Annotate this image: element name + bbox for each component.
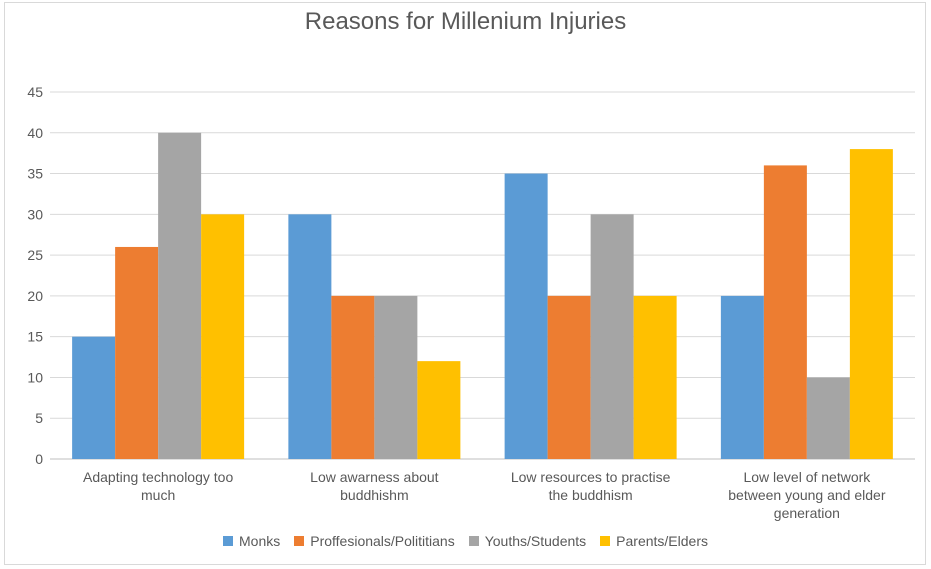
bar [633, 295, 677, 459]
legend-item: Parents/Elders [600, 533, 708, 549]
bar [417, 361, 461, 459]
legend-label: Parents/Elders [616, 533, 708, 549]
y-tick-label: 40 [27, 125, 43, 141]
y-tick-label: 0 [35, 451, 43, 467]
bar [849, 149, 893, 460]
category-label: the buddhism [549, 487, 633, 503]
legend-swatch [468, 536, 479, 546]
legend-item: Monks [223, 533, 280, 549]
bar [720, 295, 764, 459]
y-tick-label: 15 [27, 329, 43, 345]
legend-item: Youths/Students [468, 533, 587, 549]
category-label: Low level of network [743, 469, 871, 485]
legend-label: Monks [239, 533, 281, 549]
y-tick-label: 20 [27, 288, 43, 304]
category-label: Low resources to practise [511, 469, 671, 485]
bar [590, 214, 634, 459]
category-label: Low awarness about [310, 469, 439, 485]
bar [806, 377, 850, 459]
chart-title: Reasons for Millenium Injuries [304, 8, 627, 35]
category-label: buddhishm [340, 487, 409, 503]
bar [331, 295, 375, 459]
y-tick-label: 5 [35, 410, 43, 426]
legend-item: Proffesionals/Polititians [294, 533, 455, 549]
legend-swatch [600, 536, 611, 546]
bar [288, 214, 332, 459]
y-tick-label: 45 [27, 84, 43, 100]
bar [547, 295, 591, 459]
legend-swatch [223, 536, 233, 546]
category-label: Adapting technology too [83, 469, 233, 485]
legend-label: Youths/Students [484, 533, 587, 549]
y-tick-label: 35 [27, 166, 43, 182]
y-tick-label: 10 [27, 369, 43, 385]
category-label: generation [774, 505, 840, 521]
category-label: between young and elder [728, 487, 886, 503]
bar [504, 173, 548, 460]
bar [115, 246, 159, 459]
bar [72, 336, 116, 459]
chart-legend: Monks Proffesionals/Polititians Youths/Stu… [0, 533, 931, 549]
bar [763, 165, 807, 459]
legend-label: Proffesionals/Polititians [310, 533, 455, 549]
bar [201, 214, 245, 459]
y-tick-label: 25 [27, 247, 43, 263]
category-label: much [141, 487, 175, 503]
bar [374, 295, 418, 459]
y-tick-label: 30 [27, 206, 43, 222]
legend-swatch [294, 536, 305, 546]
bar [158, 132, 202, 459]
